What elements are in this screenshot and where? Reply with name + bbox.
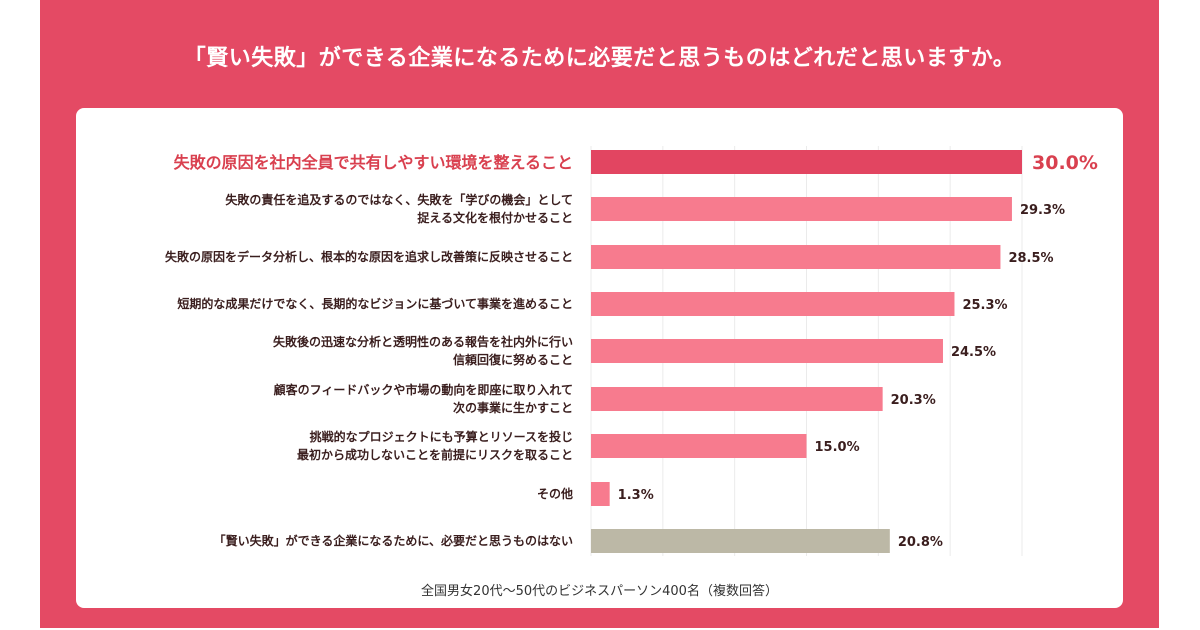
category-label: 信頼回復に努めること: [453, 352, 573, 367]
category-label: 顧客のフィードバックや市場の動向を即座に取り入れて: [274, 382, 573, 397]
bar: [591, 245, 1001, 269]
chart-title: 「賢い失敗」ができる企業になるために必要だと思うものはどれだと思いますか。: [183, 46, 1016, 71]
survey-footnote: 全国男女20代〜50代のビジネスパーソン400名（複数回答）: [421, 584, 778, 599]
data-label: 28.5%: [1008, 251, 1053, 266]
category-label: その他: [537, 486, 573, 501]
category-label: 捉える文化を根付かせること: [417, 210, 573, 225]
data-label: 24.5%: [951, 345, 996, 360]
bar: [591, 292, 955, 316]
category-label: 失敗後の迅速な分析と透明性のある報告を社内外に行い: [273, 334, 573, 349]
bar: [591, 434, 807, 458]
data-label: 1.3%: [618, 488, 654, 503]
bar-chart: 30.0% 失敗の原因を社内全員で共有しやすい環境を整えること 29.3% 失敗の責任…: [165, 146, 1098, 556]
bar: [591, 482, 610, 506]
category-label: 失敗の責任を追及するのではなく、失敗を「学びの機会」として: [225, 192, 573, 207]
data-label: 15.0%: [815, 440, 860, 455]
data-label: 20.8%: [898, 535, 943, 550]
bar: [591, 529, 890, 553]
chart-card: 30.0% 失敗の原因を社内全員で共有しやすい環境を整えること 29.3% 失敗の責任…: [76, 108, 1123, 608]
data-label: 30.0%: [1032, 152, 1098, 174]
category-label: 失敗の原因を社内全員で共有しやすい環境を整えること: [174, 153, 573, 172]
bar: [591, 197, 1012, 221]
bar: [591, 387, 883, 411]
data-label: 25.3%: [962, 298, 1007, 313]
background-panel: 「賢い失敗」ができる企業になるために必要だと思うものはどれだと思いますか。 30…: [40, 0, 1159, 628]
category-label: 挑戦的なプロジェクトにも予算とリソースを投じ: [310, 429, 573, 444]
data-label: 29.3%: [1020, 203, 1065, 218]
category-label: 「賢い失敗」ができる企業になるために、必要だと思うものはない: [214, 533, 573, 548]
category-label: 短期的な成果だけでなく、長期的なビジョンに基づいて事業を進めること: [177, 296, 573, 311]
category-label: 最初から成功しないことを前提にリスクを取ること: [297, 447, 573, 462]
bar: [591, 339, 943, 363]
data-label: 20.3%: [891, 393, 936, 408]
category-label: 失敗の原因をデータ分析し、根本的な原因を追求し改善策に反映させること: [165, 249, 573, 264]
bar: [591, 150, 1022, 174]
category-label: 次の事業に生かすこと: [453, 400, 573, 415]
